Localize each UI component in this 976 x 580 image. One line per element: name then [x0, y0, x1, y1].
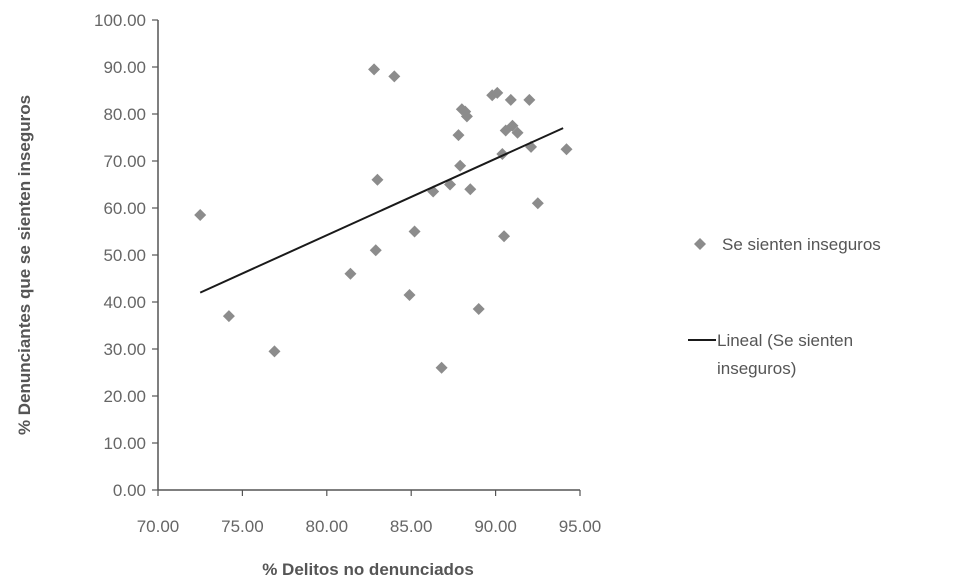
data-point — [498, 230, 511, 243]
data-point — [371, 173, 384, 186]
data-point — [344, 267, 357, 280]
data-point — [504, 93, 517, 106]
y-tick-label: 90.00 — [103, 58, 146, 77]
y-tick-label: 80.00 — [103, 105, 146, 124]
x-tick-label: 90.00 — [474, 517, 517, 536]
data-point — [452, 129, 465, 142]
x-axis-ticks: 70.00 75.00 80.00 85.00 90.00 95.00 — [137, 490, 602, 536]
y-tick-label: 20.00 — [103, 387, 146, 406]
data-point — [506, 119, 519, 132]
data-point — [491, 86, 504, 99]
y-axis-title: % Denunciantes que se sienten inseguros — [15, 95, 34, 435]
y-tick-label: 0.00 — [113, 481, 146, 500]
data-point — [408, 225, 421, 238]
y-tick-label: 40.00 — [103, 293, 146, 312]
data-point — [460, 110, 473, 123]
data-points — [194, 63, 573, 374]
y-tick-label: 10.00 — [103, 434, 146, 453]
data-point — [435, 361, 448, 374]
x-tick-label: 85.00 — [390, 517, 433, 536]
data-point — [531, 197, 544, 210]
data-point — [560, 143, 573, 156]
y-axis-ticks: 0.00 10.00 20.00 30.00 40.00 50.00 60.00 70.00 8… — [94, 11, 158, 500]
data-point — [464, 183, 477, 196]
legend-series-label: Se sienten inseguros — [722, 235, 881, 254]
data-point — [194, 209, 207, 222]
x-tick-label: 80.00 — [306, 517, 349, 536]
x-tick-label: 75.00 — [221, 517, 264, 536]
y-tick-label: 50.00 — [103, 246, 146, 265]
data-point — [454, 159, 467, 172]
data-point — [222, 310, 235, 323]
data-point — [268, 345, 281, 358]
data-point — [403, 288, 416, 301]
data-point — [523, 93, 536, 106]
legend-trend-label-line1: Lineal (Se sienten — [717, 331, 853, 350]
y-tick-label: 60.00 — [103, 199, 146, 218]
legend-diamond-marker — [694, 238, 706, 250]
data-point — [369, 244, 382, 257]
data-point — [368, 63, 381, 76]
data-point — [511, 126, 524, 139]
x-tick-label: 95.00 — [559, 517, 602, 536]
y-tick-label: 100.00 — [94, 11, 146, 30]
x-tick-label: 70.00 — [137, 517, 180, 536]
legend: Se sienten inseguros Lineal (Se sienten … — [688, 235, 881, 378]
x-axis-title: % Delitos no denunciados — [262, 560, 474, 579]
trendline — [199, 127, 564, 294]
legend-trend-label-line2: inseguros) — [717, 359, 796, 378]
y-tick-label: 70.00 — [103, 152, 146, 171]
data-point — [388, 70, 401, 83]
data-point — [472, 303, 485, 316]
y-tick-label: 30.00 — [103, 340, 146, 359]
